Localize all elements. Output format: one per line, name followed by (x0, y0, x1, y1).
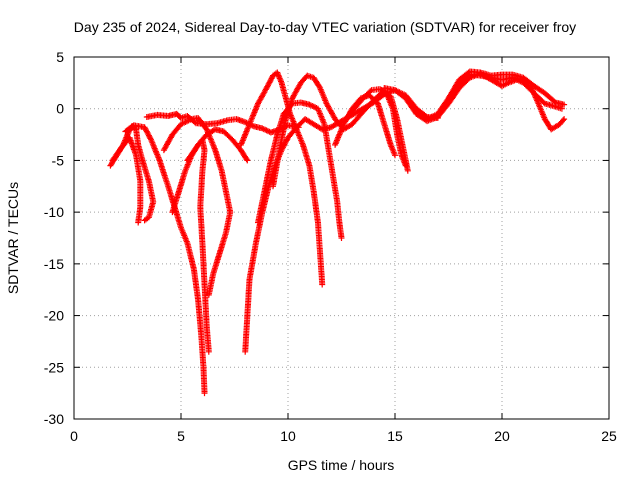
y-axis-label: SDTVAR / TECUs (5, 182, 21, 294)
x-tick-label: 10 (280, 428, 296, 444)
x-tick-label: 20 (494, 428, 510, 444)
plus-markers (122, 122, 208, 397)
x-tick-label: 15 (387, 428, 403, 444)
y-tick-label: -15 (44, 256, 64, 272)
y-tick-label: -20 (44, 308, 64, 324)
x-axis-label: GPS time / hours (288, 457, 395, 473)
series-arc-2 (109, 134, 144, 226)
x-tick-label: 0 (70, 428, 78, 444)
plot-frame (73, 56, 610, 420)
plus-markers (332, 92, 398, 159)
plus-markers (160, 115, 234, 298)
plus-markers (109, 134, 144, 226)
series-arc-16 (445, 68, 568, 108)
y-tick-label: -25 (44, 359, 64, 375)
series-arc-7 (184, 126, 251, 164)
x-tick-label: 5 (177, 428, 185, 444)
series-arc-10 (255, 99, 345, 241)
plus-markers (237, 69, 326, 288)
y-tick-label: 0 (56, 101, 64, 117)
x-tick-label: 25 (601, 428, 617, 444)
series-arc-5 (160, 115, 234, 298)
data-marks (107, 68, 568, 397)
series-arc-3 (122, 122, 208, 397)
series-arc-13 (332, 92, 398, 159)
chart-title: Day 235 of 2024, Sidereal Day-to-day VTE… (74, 19, 576, 35)
y-tick-label: -10 (44, 204, 64, 220)
y-tick-label: 5 (56, 49, 64, 65)
y-tick-label: -30 (44, 411, 64, 427)
y-tick-label: -5 (52, 152, 65, 168)
plus-markers (445, 68, 568, 108)
series-arc-8 (237, 69, 326, 288)
axis-ticks: 0 5 10 15 20 25 5 0 -5 -10 -15 -20 -25 -30 (44, 49, 617, 444)
plus-markers (184, 126, 251, 164)
plus-markers (255, 99, 345, 241)
